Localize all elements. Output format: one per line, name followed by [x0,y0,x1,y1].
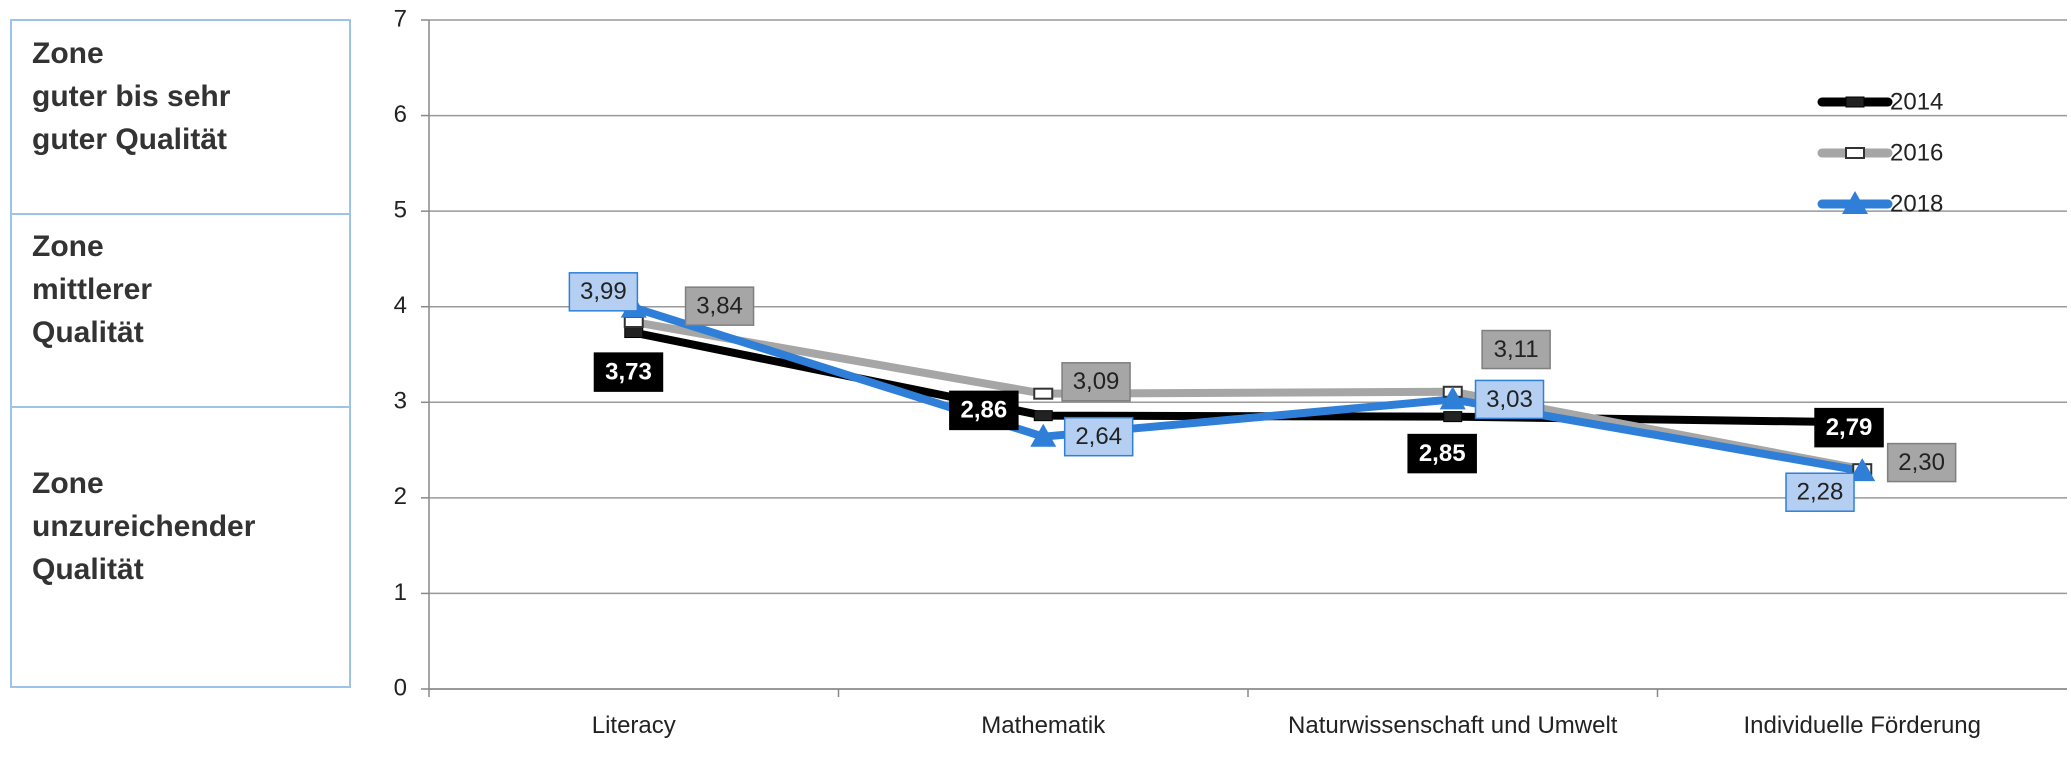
data-label: 3,84 [696,293,743,320]
y-tick-label: 0 [394,674,407,701]
zone-label: Zone [32,467,104,500]
point [624,327,644,339]
series-line [632,303,1863,476]
y-tick-label: 1 [394,579,407,606]
data-label: 2,79 [1826,414,1873,441]
y-tick-label: 4 [394,292,407,319]
zone-label: guter bis sehr [32,80,231,113]
x-tick-label: Individuelle Förderung [1743,712,1981,739]
label-box [1063,416,1134,457]
label-box [684,286,755,326]
label-box [1061,362,1131,402]
series-line [632,328,1863,427]
label-box [1407,433,1477,474]
data-label: 3,03 [1486,386,1533,413]
label-box [1814,407,1884,448]
data-label: 3,99 [580,278,627,305]
legend-label: 2018 [1890,190,1943,217]
y-tick-label: 3 [394,388,407,415]
y-tick-label: 2 [394,483,407,510]
label-box [1481,329,1551,370]
zone-label: unzureichender [32,510,256,543]
series-line [633,318,1863,474]
label-box [1886,442,1957,483]
label-box [949,390,1019,431]
legend-marker [1842,191,1868,214]
legend-label: 2014 [1890,88,1943,115]
data-label: 3,11 [1494,336,1539,363]
data-label: 3,09 [1073,368,1120,395]
label-box [1474,379,1545,420]
data-label: 2,86 [960,397,1007,424]
legend-label: 2016 [1890,139,1943,166]
zone-label: guter Qualität [32,123,227,156]
point [1033,387,1054,400]
point [1030,423,1057,447]
y-tick-label: 5 [394,196,407,223]
legend-marker [1845,147,1865,159]
legend-marker [1845,96,1865,108]
x-tick-label: Naturwissenschaft und Umwelt [1288,712,1618,739]
data-label: 2,30 [1898,449,1945,476]
point [623,316,644,329]
point [1443,411,1463,423]
label-box [1785,472,1855,512]
zone-label: Qualität [32,553,144,586]
label-box [593,352,664,392]
x-tick-label: Literacy [591,712,676,739]
zone-panel [10,19,351,688]
zone-label: Qualität [32,316,144,349]
point [1033,410,1053,422]
data-label: 3,73 [605,358,652,385]
y-tick-label: 7 [394,5,407,32]
label-box [568,272,639,312]
zone-label: mittlerer [32,273,152,306]
y-tick-label: 6 [394,101,407,128]
point [1439,386,1466,410]
data-label: 2,28 [1797,479,1844,506]
data-label: 2,64 [1075,423,1122,450]
x-tick-label: Mathematik [981,712,1106,739]
data-label: 2,85 [1419,440,1466,467]
zone-label: Zone [32,37,104,70]
zone-label: Zone [32,230,104,263]
point [1849,458,1876,482]
